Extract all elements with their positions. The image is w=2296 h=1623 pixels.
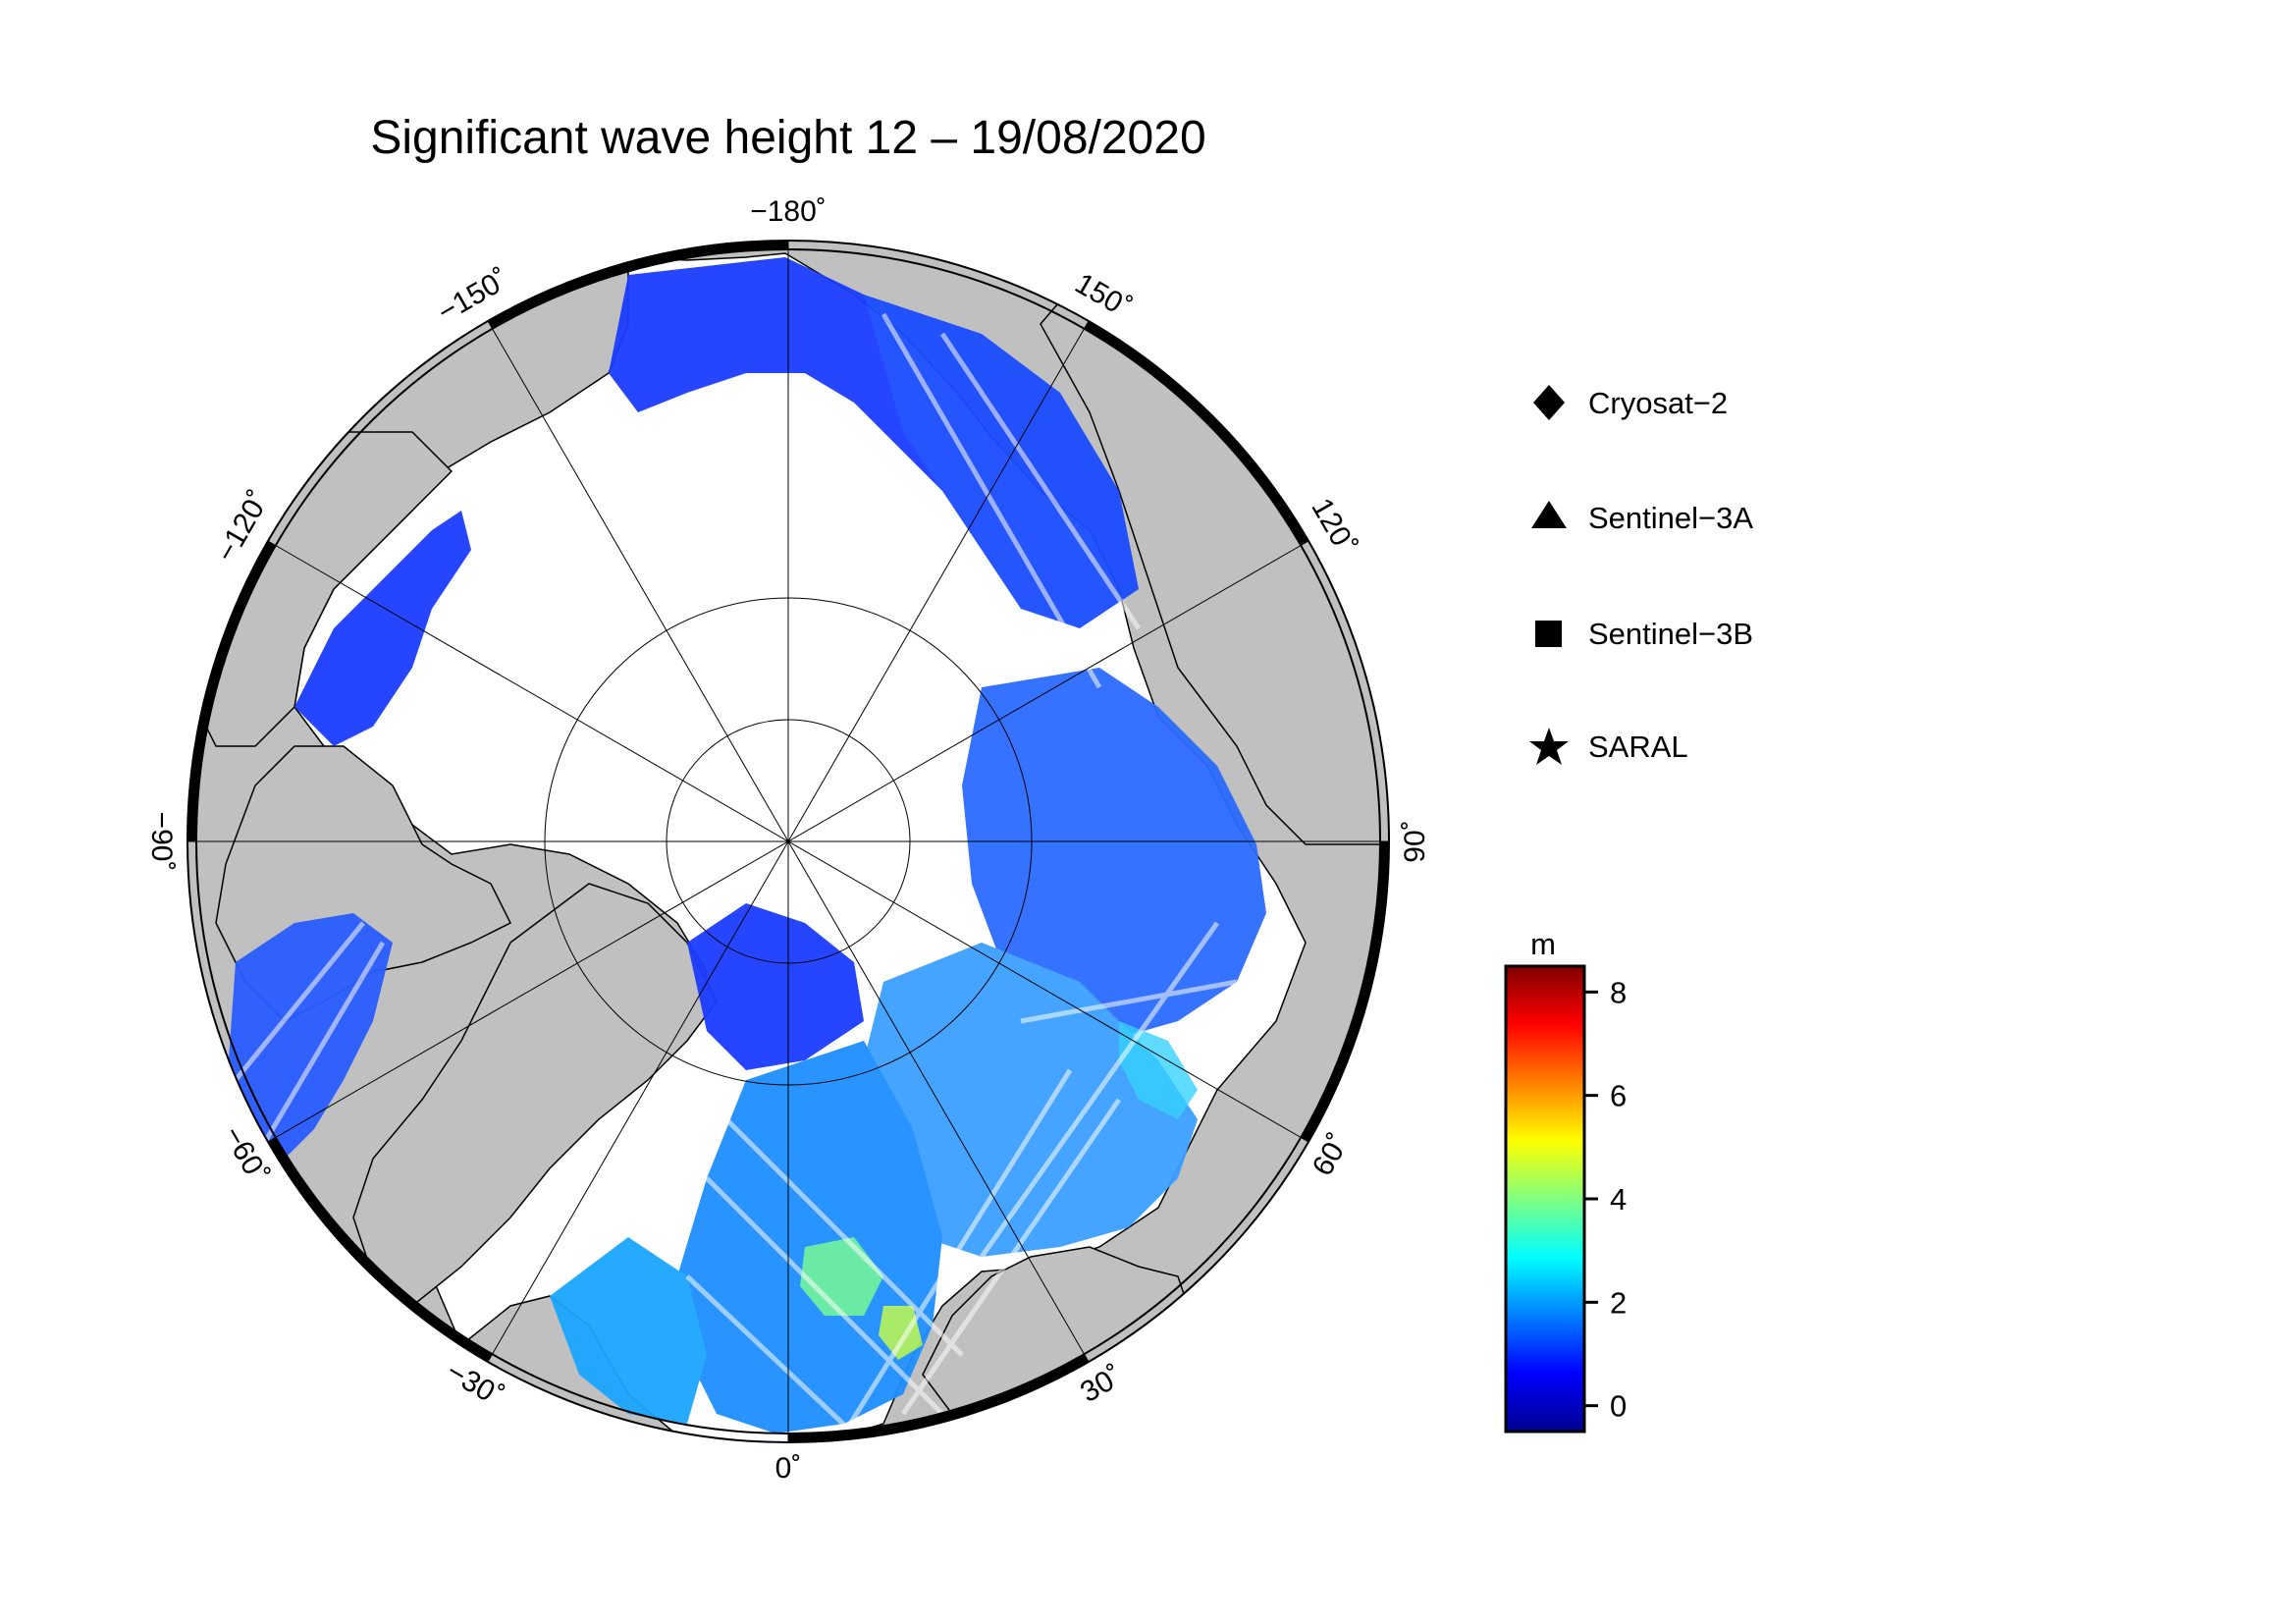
colorbar-tick-label: 4 xyxy=(1610,1182,1627,1217)
longitude-label: −90˚ xyxy=(145,812,178,872)
longitude-label: 60˚ xyxy=(1307,1128,1356,1181)
legend-label-sentinel-3b: Sentinel−3B xyxy=(1588,617,1753,651)
frame-segment xyxy=(1084,320,1309,546)
wave-height-swaths xyxy=(226,257,1266,1442)
longitude-label: 0˚ xyxy=(775,1452,802,1485)
frame-segment xyxy=(787,1353,1090,1443)
colorbar: m 0 2 4 6 8 xyxy=(1504,927,1627,1434)
polar-map: −180˚150˚120˚90˚60˚30˚0˚−30˚−60˚−90˚−120… xyxy=(145,195,1431,1485)
square-icon xyxy=(1535,621,1562,647)
map-title: Significant wave height 12 – 19/08/2020 xyxy=(370,112,1205,164)
legend-label-saral: SARAL xyxy=(1588,730,1688,764)
colorbar-tick-label: 6 xyxy=(1610,1079,1627,1113)
colorbar-tick-label: 8 xyxy=(1610,975,1627,1009)
colorbar-tick-label: 2 xyxy=(1610,1285,1627,1320)
colorbar-unit: m xyxy=(1530,927,1556,961)
triangle-icon xyxy=(1531,501,1567,528)
longitude-label: 30˚ xyxy=(1075,1360,1128,1409)
legend-label-sentinel-3a: Sentinel−3A xyxy=(1588,501,1753,535)
frame-segment xyxy=(487,240,789,330)
colorbar-tick-label: 0 xyxy=(1610,1389,1627,1424)
longitude-label: 90˚ xyxy=(1399,820,1431,862)
legend-label-cryosat: Cryosat−2 xyxy=(1588,386,1728,420)
frame-segments xyxy=(187,240,1390,1443)
frame-segment xyxy=(267,1137,493,1363)
meridian-150 xyxy=(487,320,1090,1363)
frame-segment xyxy=(187,540,277,842)
longitude-label: −180˚ xyxy=(750,195,827,228)
colorbar-ticks: 0 2 4 6 8 xyxy=(1584,975,1627,1424)
frame-segment xyxy=(1300,840,1390,1143)
colorbar-gradient xyxy=(1504,964,1586,1434)
diamond-icon xyxy=(1533,385,1565,420)
satellite-legend: Cryosat−2 Sentinel−3A Sentinel−3B SARAL xyxy=(1529,385,1753,765)
star-icon xyxy=(1529,728,1569,765)
graticule xyxy=(187,241,1389,1442)
